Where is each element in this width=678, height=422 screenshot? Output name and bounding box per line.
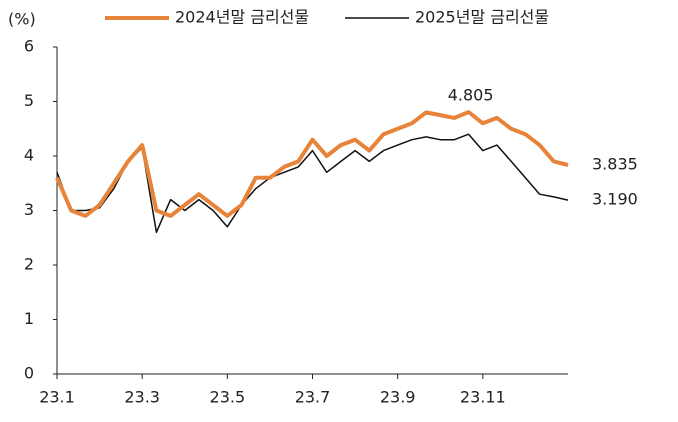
x-tick-label: 23.5 xyxy=(210,388,246,407)
series-line xyxy=(55,110,569,218)
legend-label: 2025년말 금리선물 xyxy=(415,8,549,27)
y-tick-label: 6 xyxy=(24,37,34,56)
legend-label: 2024년말 금리선물 xyxy=(175,8,309,27)
y-tick-label: 5 xyxy=(24,91,34,110)
y-tick-label: 3 xyxy=(24,200,34,219)
y-tick-label: 0 xyxy=(24,364,34,383)
x-tick-label: 23.7 xyxy=(295,388,331,407)
x-tick-label: 23.3 xyxy=(124,388,160,407)
y-tick-label: 1 xyxy=(24,309,34,328)
data-label: 3.190 xyxy=(592,190,638,209)
x-tick-label: 23.11 xyxy=(460,388,506,407)
data-label: 4.805 xyxy=(448,86,494,105)
series-line xyxy=(56,133,569,234)
y-tick-label: 2 xyxy=(24,255,34,274)
x-tick-label: 23.1 xyxy=(39,388,75,407)
data-label: 3.835 xyxy=(592,154,638,173)
y-tick-label: 4 xyxy=(24,146,34,165)
x-tick-label: 23.9 xyxy=(380,388,416,407)
y-axis-unit: (%) xyxy=(8,10,36,29)
